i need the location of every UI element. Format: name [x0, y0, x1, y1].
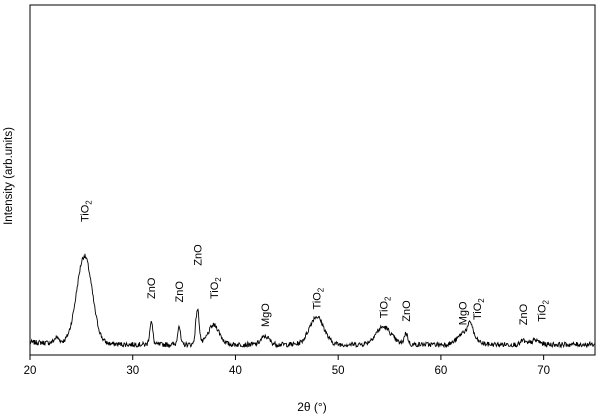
- x-axis-label: 2θ (°): [297, 400, 326, 414]
- annotation-text: TiO: [537, 304, 549, 322]
- x-tick-label: 20: [24, 365, 37, 377]
- annotation-text: ZnO: [146, 277, 158, 299]
- annotation-text: ZnO: [518, 303, 530, 325]
- annotation-text: TiO: [472, 302, 484, 320]
- annotation-text: MgO: [457, 301, 469, 325]
- x-axis-ticks: 20 30 40 50 60 70: [24, 355, 550, 377]
- y-axis-label: Intensity (arb.units): [3, 127, 15, 225]
- x-tick-label: 70: [537, 365, 550, 377]
- peak-annotation-label: TiO2: [312, 287, 326, 309]
- diffraction-pattern-line: [29, 253, 596, 349]
- annotation-subscript: 2: [477, 298, 486, 303]
- annotation-subscript: 2: [542, 299, 551, 304]
- annotation-text: ZnO: [174, 281, 186, 303]
- peak-annotation-label: MgO: [457, 301, 469, 325]
- peak-annotation-label: TiO2: [209, 277, 223, 299]
- annotation-text: TiO: [312, 292, 324, 310]
- x-tick-label: 40: [229, 365, 242, 377]
- annotation-text: TiO: [79, 204, 91, 222]
- peak-annotation-label: TiO2: [79, 200, 93, 222]
- peak-annotation-label: MgO: [260, 303, 272, 327]
- annotation-text: TiO: [209, 281, 221, 299]
- peak-annotation-label: TiO2: [537, 299, 551, 321]
- x-tick-label: 30: [126, 365, 139, 377]
- annotation-text: MgO: [260, 303, 272, 327]
- peak-annotation-label: TiO2: [378, 296, 392, 318]
- annotation-subscript: 2: [383, 296, 392, 301]
- annotation-text: ZnO: [401, 300, 413, 322]
- peak-annotation-label: TiO2: [472, 298, 486, 320]
- peak-annotation-label: ZnO: [174, 281, 186, 303]
- annotation-subscript: 2: [214, 277, 223, 282]
- peak-annotation-label: ZnO: [518, 303, 530, 325]
- annotation-text: TiO: [378, 300, 390, 318]
- x-tick-label: 50: [332, 365, 345, 377]
- plot-frame: [29, 4, 596, 356]
- peak-annotation-label: ZnO: [146, 277, 158, 299]
- x-tick-label: 60: [435, 365, 448, 377]
- peak-annotation-label: ZnO: [401, 300, 413, 322]
- annotation-subscript: 2: [317, 287, 326, 292]
- annotation-subscript: 2: [84, 200, 93, 205]
- peak-annotation-label: ZnO: [192, 244, 204, 266]
- annotation-text: ZnO: [192, 244, 204, 266]
